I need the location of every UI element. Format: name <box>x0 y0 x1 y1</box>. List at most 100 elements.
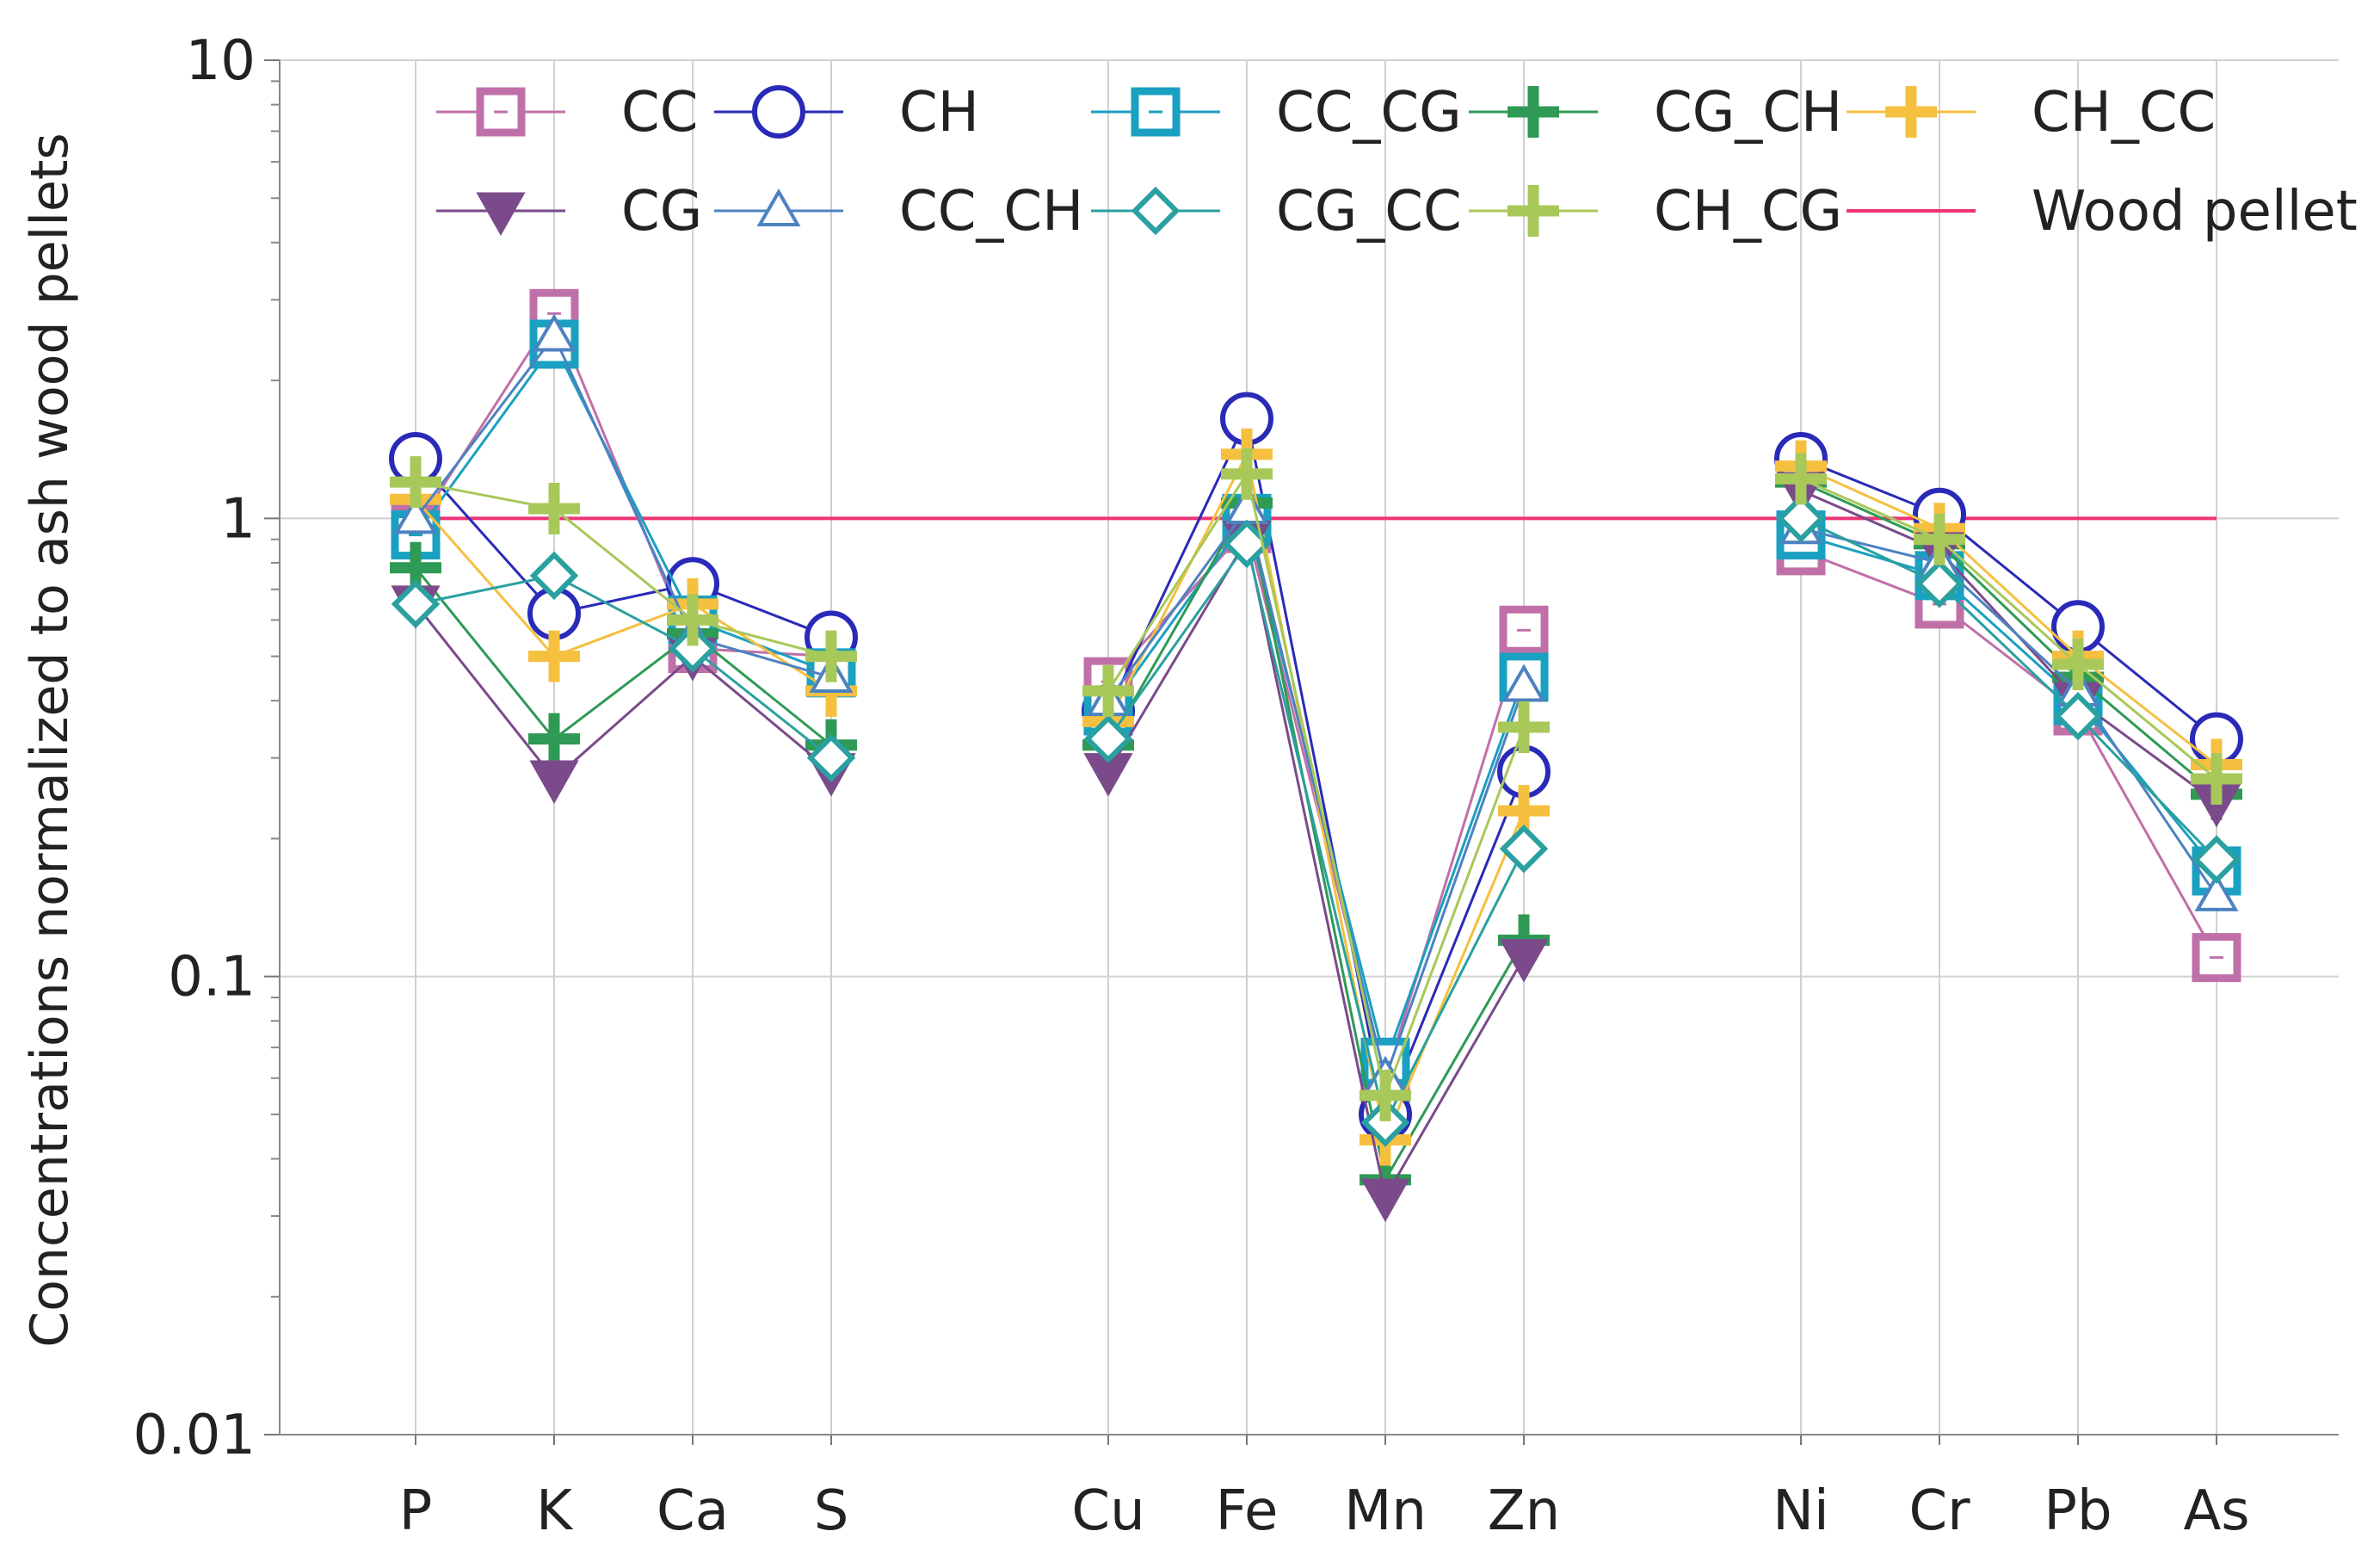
legend-marker-cc <box>476 87 526 137</box>
legend-label-ch-cg: CH_CG <box>1654 180 1842 244</box>
x-tick-label-cu: Cu <box>1071 1479 1144 1543</box>
point-cc-as-shape <box>2192 933 2241 983</box>
point-cg-cc-s-shape <box>806 733 856 782</box>
x-tick-label-as: As <box>2183 1479 2249 1543</box>
y-axis-title: Concentrations normalized to ash wood pe… <box>20 133 80 1347</box>
legend-marker-ch-cg <box>1508 185 1559 237</box>
axis-layer: 10 1 0.1 0.01 P K Ca S Cu Fe Mn Zn Ni Cr Pb As <box>133 29 2339 1543</box>
legend-item-cc-cg: CC_CG <box>1091 81 1462 145</box>
x-tick-label-pb: Pb <box>2044 1479 2112 1543</box>
series-line-cc-cg <box>414 342 832 675</box>
point-cg-cc-cr-shape <box>1914 559 1964 608</box>
point-cg-cc-p <box>391 579 441 629</box>
series-cc-cg <box>391 319 2241 1087</box>
legend-item-wood-pellet: Wood pellet <box>1847 180 2358 244</box>
point-cg-cc-cr <box>1914 559 1964 608</box>
legend-label-cc-cg: CC_CG <box>1276 81 1462 145</box>
series-line-cg-ch <box>1107 499 1526 1184</box>
point-cg-zn <box>1499 939 1549 983</box>
series-line-cc-cg <box>1800 534 2218 872</box>
series-line-ch-cg <box>1800 477 2217 781</box>
point-cg-cc-s <box>806 733 856 782</box>
series-line-ch-cc <box>1800 465 2217 766</box>
x-tick-label-zn: Zn <box>1488 1479 1560 1543</box>
legend-label-ch: CH <box>899 81 979 145</box>
point-cc-ch-p-shape <box>393 496 438 534</box>
point-cc-as <box>2192 933 2241 983</box>
point-cg-cc-zn-shape <box>1499 824 1549 874</box>
point-cg-cc-ca-shape <box>668 624 718 673</box>
x-tick-label-cr: Cr <box>1909 1479 1971 1543</box>
series-line-cg <box>1800 489 2217 804</box>
series-line-cg-ch <box>414 566 832 746</box>
series-line-cc <box>1800 549 2218 959</box>
point-cg-cc-p-shape <box>391 579 441 629</box>
series-line-cg <box>414 602 832 781</box>
point-cc-ch-k-shape <box>532 313 577 352</box>
point-ch-cg-ni <box>1775 453 1827 505</box>
point-cg-cc-cu-shape <box>1083 714 1133 763</box>
legend-item-ch-cg: CH_CG <box>1469 180 1842 244</box>
x-tick-label-mn: Mn <box>1344 1479 1427 1543</box>
legend-item-cc-ch: CC_CH <box>714 180 1083 244</box>
series-line-cg-cc <box>1107 540 1526 1127</box>
series-ch-cg <box>390 448 2242 1121</box>
point-cg-cc-pb-shape <box>2053 691 2103 741</box>
legend-item-cg-ch: CG_CH <box>1469 81 1842 145</box>
point-ch-cg-s <box>805 630 857 682</box>
point-cg-cc-cu <box>1083 714 1133 763</box>
x-tick-label-ca: Ca <box>657 1479 729 1543</box>
point-cg-cc-mn-shape <box>1360 1098 1410 1147</box>
point-cg-zn-shape <box>1499 939 1549 983</box>
legend-marker-cg-ch <box>1508 86 1559 138</box>
point-cg-cc-ni <box>1776 494 1826 543</box>
legend-marker-cg-cc <box>1131 186 1181 236</box>
legend-label-cg-ch: CG_CH <box>1654 81 1842 145</box>
point-cg-mn-shape <box>1360 1178 1410 1223</box>
point-cg-k-shape <box>529 760 579 805</box>
point-ch-cg-as <box>2191 753 2242 806</box>
point-ch-cg-cu <box>1082 664 1134 717</box>
point-cg-cc-pb <box>2053 691 2103 741</box>
legend-label-wood-pellet: Wood pellet <box>2032 180 2358 244</box>
series-line-cc-ch <box>1107 505 1526 1084</box>
series-line-ch <box>1107 414 1526 1120</box>
series-line-ch-cg <box>415 480 832 658</box>
series-cc <box>391 288 2241 1103</box>
point-cc-ch-zn <box>1501 664 1546 702</box>
legend-label-cc-ch: CC_CH <box>899 180 1083 244</box>
x-tick-label-s: S <box>814 1479 849 1543</box>
legend-item-cg: CG <box>436 180 702 244</box>
point-cc-ch-as <box>2194 873 2239 911</box>
point-cg-cc-ca <box>668 624 718 673</box>
series-layer <box>389 288 2243 1223</box>
point-ch-cg-mn <box>1360 1069 1411 1121</box>
series-line-cg-cc <box>415 574 832 759</box>
x-tick-label-ni: Ni <box>1773 1479 1829 1543</box>
series-line-cg-cc <box>1800 516 2218 861</box>
point-cc-ch-p <box>393 496 438 534</box>
legend-layer: CC CH CC_CG CG_CH CH_CC CG CC_CH CG_CC CH_CG Wood… <box>436 81 2358 244</box>
series-line-ch-cc <box>414 498 832 693</box>
point-cc-ch-zn-shape <box>1501 664 1546 702</box>
point-ch-cg-k <box>528 483 580 535</box>
point-ch-cc-k <box>528 630 580 682</box>
point-ch-cg-zn <box>1498 701 1550 754</box>
legend-marker-cg-cc-shape <box>1131 186 1181 236</box>
series-line-cc-ch <box>414 333 832 679</box>
y-tick-label: 0.01 <box>133 1404 256 1467</box>
y-tick-label: 0.1 <box>168 946 256 1009</box>
series-line-ch <box>1800 457 2217 740</box>
y-tick-label: 1 <box>220 487 256 551</box>
legend-label-ch-cc: CH_CC <box>2032 81 2216 145</box>
legend-marker-cc-cg <box>1131 87 1181 137</box>
legend-item-ch-cc: CH_CC <box>1847 81 2216 145</box>
series-ch <box>389 392 2243 1141</box>
series-line-cc-ch <box>1800 527 2218 897</box>
legend-item-ch: CH <box>714 81 979 145</box>
x-tick-label-p: P <box>399 1479 433 1543</box>
legend-marker-cg <box>476 192 526 237</box>
point-cg-cc-ni-shape <box>1776 494 1826 543</box>
x-tick-label-k: K <box>536 1479 574 1543</box>
